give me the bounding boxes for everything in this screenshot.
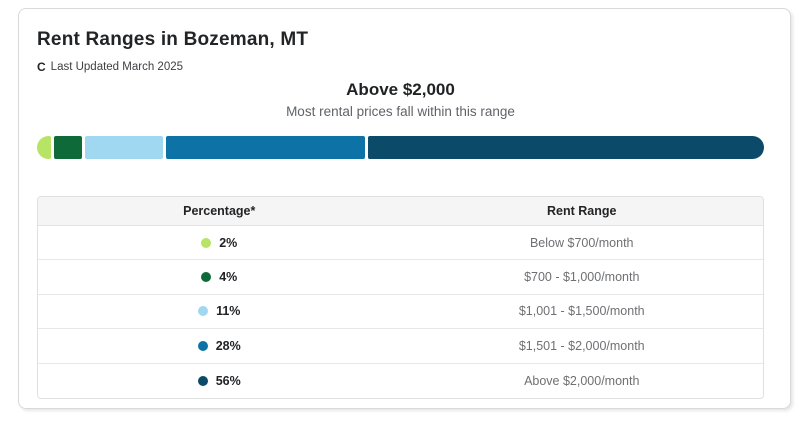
legend-dot-icon [201, 237, 212, 248]
percentage-value: 56% [215, 373, 241, 388]
last-updated: C Last Updated March 2025 [37, 60, 764, 74]
table-header-percentage: Percentage* [183, 204, 256, 218]
highlight-range-title: Above $2,000 [346, 80, 455, 99]
rent-range-cell: $700 - $1,000/month [524, 270, 640, 285]
bar-segment [37, 136, 52, 159]
rent-range-cell: Above $2,000/month [524, 373, 640, 388]
page-title: Rent Ranges in Bozeman, MT [37, 29, 309, 50]
table-header-row: Percentage* Rent Range [38, 197, 763, 226]
percentage-cell: 2% [38, 226, 401, 259]
legend-dot-icon [198, 306, 209, 317]
table-row: 11% $1,001 - $1,500/month [38, 294, 763, 330]
legend-dot-icon [201, 272, 212, 283]
table-row: 2% Below $700/month [38, 226, 763, 261]
stacked-bar [37, 136, 764, 159]
bar-segment [367, 136, 764, 159]
table-row: 4% $700 - $1,000/month [38, 260, 763, 295]
percentage-cell: 56% [38, 364, 401, 398]
rent-range-cell: $1,501 - $2,000/month [518, 338, 645, 353]
rent-range-cell: $1,001 - $1,500/month [518, 304, 645, 319]
rent-range-table: Percentage* Rent Range 2% Below $700/mont… [37, 196, 764, 399]
percentage-value: 11% [216, 304, 241, 319]
table-body: 2% Below $700/month 4% $700 - $1,000/month 1… [38, 226, 763, 398]
percentage-cell: 4% [38, 260, 401, 293]
rent-range-cell: Below $700/month [529, 235, 634, 250]
percentage-value: 2% [219, 235, 238, 250]
percentage-cell: 28% [38, 329, 401, 362]
highlight-block: Above $2,000 Most rental prices fall wit… [37, 80, 764, 119]
bar-segment [85, 136, 164, 159]
percentage-value: 4% [219, 270, 238, 285]
table-header-rent-range: Rent Range [547, 204, 617, 218]
rent-ranges-card: Rent Ranges in Bozeman, MT C Last Update… [18, 8, 791, 409]
percentage-cell: 11% [38, 295, 401, 328]
refresh-icon: C [37, 60, 46, 74]
legend-dot-icon [197, 375, 208, 386]
bar-segment [166, 136, 365, 159]
bar-segment [54, 136, 83, 159]
legend-dot-icon [197, 340, 208, 351]
percentage-value: 28% [215, 338, 241, 353]
table-row: 56% Above $2,000/month [38, 363, 763, 398]
last-updated-label: Last Updated March 2025 [50, 61, 184, 73]
highlight-subtitle: Most rental prices fall within this rang… [286, 104, 515, 119]
table-row: 28% $1,501 - $2,000/month [38, 329, 763, 364]
